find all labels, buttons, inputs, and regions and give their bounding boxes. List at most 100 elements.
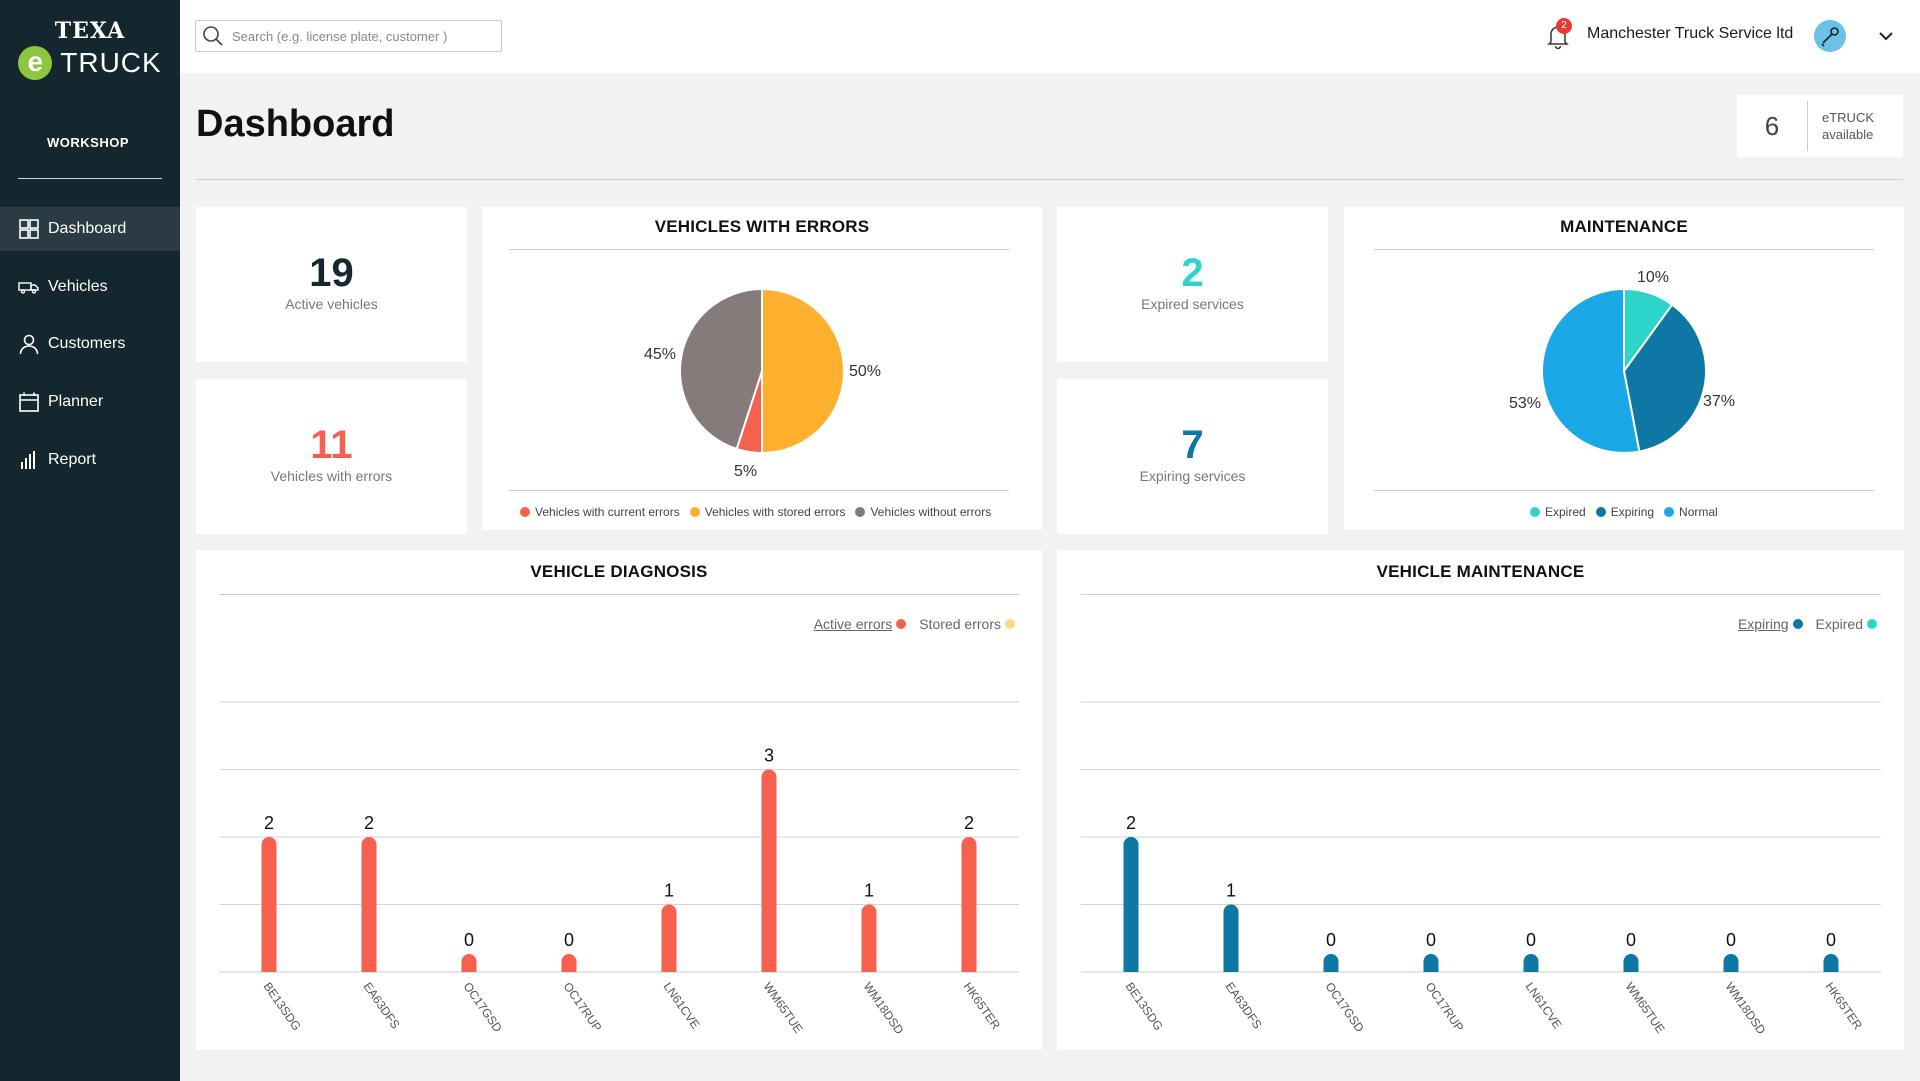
search-box[interactable] (195, 20, 502, 52)
sidebar-item-vehicles[interactable]: Vehicles (0, 265, 180, 309)
bar-value-label: 0 (1426, 930, 1436, 950)
legend-dot (1792, 619, 1803, 629)
sidebar-item-label: Vehicles (48, 278, 108, 295)
bar-value-label: 1 (1226, 881, 1236, 901)
legend-item-expired[interactable]: Expired (1815, 616, 1863, 632)
legend-dot (1867, 619, 1877, 629)
bar-value-label: 0 (1726, 930, 1736, 950)
kpi-value: 11 (310, 423, 353, 467)
card-title: VEHICLE DIAGNOSIS (530, 562, 708, 581)
x-tick-label: BE13SDG (261, 980, 304, 1033)
sidebar-item-dashboard[interactable]: Dashboard (0, 207, 180, 251)
bar-HK65TER[interactable] (961, 837, 977, 972)
legend-dot (1664, 507, 1675, 517)
bar-value-label: 2 (264, 813, 274, 833)
avatar[interactable] (1814, 20, 1846, 52)
legend-dot (1530, 507, 1540, 517)
card-divider (509, 490, 1009, 491)
legend-dot (689, 507, 700, 517)
company-name[interactable]: Manchester Truck Service ltd (1587, 25, 1794, 42)
bar-WM18DSD[interactable] (861, 904, 877, 973)
bar-WM65TUE[interactable] (1623, 954, 1639, 972)
bar-value-label: 0 (1526, 930, 1536, 950)
kpi-label: Expired services (1141, 296, 1244, 312)
bar-value-label: 3 (764, 746, 774, 766)
legend-item-active-errors[interactable]: Active errors (813, 616, 893, 632)
sidebar-item-report[interactable]: Report (0, 438, 180, 482)
bar-WM65TUE[interactable] (761, 769, 777, 973)
kpi-card-active-vehicles[interactable]: 19 Active vehicles (196, 207, 467, 362)
kpi-card-expiring-services[interactable]: 7 Expiring services (1057, 379, 1328, 534)
card-divider (1374, 249, 1874, 250)
etruck-label: eTRUCK available (1808, 109, 1874, 143)
grid-icon (19, 219, 39, 239)
etruck-label-line: eTRUCK (1822, 110, 1875, 125)
bar-OC17RUP[interactable] (1423, 954, 1439, 972)
legend-item-expiring[interactable]: Expiring (1737, 616, 1789, 632)
bar-LN61CVE[interactable] (661, 904, 677, 973)
pie-slice-normal[interactable] (1541, 287, 1641, 454)
bar-OC17GSD[interactable] (1323, 954, 1339, 972)
slice-label-expiring: 37% (1703, 393, 1736, 410)
card-divider (1081, 594, 1881, 595)
maintenance-card: MAINTENANCE 10% 37% 53% Expired Expiring… (1344, 207, 1904, 530)
pie-slice-vehicles-without-errors[interactable] (679, 287, 763, 451)
x-tick-label: WM65TUE (761, 980, 806, 1036)
legend-item: Normal (1679, 505, 1718, 519)
pie-slice-expiring[interactable] (1622, 303, 1707, 453)
calendar-icon (19, 392, 39, 412)
wrench-icon (1821, 27, 1839, 47)
pie-slice-vehicles-with-stored-errors[interactable] (761, 287, 845, 455)
search-input[interactable] (232, 28, 482, 44)
x-tick-label: EA63DFS (1223, 980, 1265, 1032)
x-tick-label: OC17GSD (1323, 980, 1368, 1035)
legend-item-stored-errors[interactable]: Stored errors (919, 616, 1001, 632)
sidebar-item-customers[interactable]: Customers (0, 322, 180, 366)
card-title: VEHICLES WITH ERRORS (654, 217, 870, 236)
legend-dot (855, 507, 866, 517)
kpi-card-vehicles-with-errors[interactable]: 11 Vehicles with errors (196, 379, 467, 534)
bar-HK65TER[interactable] (1823, 954, 1839, 972)
bar-legend: Active errors Stored errors (814, 616, 1020, 632)
sidebar-item-planner[interactable]: Planner (0, 380, 180, 424)
legend-item: Expiring (1610, 505, 1655, 519)
bar-value-label: 0 (564, 930, 574, 950)
bar-value-label: 2 (364, 813, 374, 833)
bar-value-label: 0 (1626, 930, 1636, 950)
kpi-label: Vehicles with errors (270, 468, 393, 484)
card-divider (509, 249, 1009, 250)
kpi-value: 19 (309, 251, 354, 295)
legend-item: Vehicles without errors (870, 505, 992, 519)
bar-OC17GSD[interactable] (461, 954, 477, 972)
bar-value-label: 1 (664, 881, 674, 901)
vehicle-diagnosis-card: VEHICLE DIAGNOSIS Active errors Stored e… (196, 550, 1042, 1050)
slice-label-expired: 10% (1637, 269, 1670, 286)
bar-BE13SDG[interactable] (261, 837, 277, 972)
bar-legend: Expiring Expired (1738, 616, 1882, 632)
vehicle-diagnosis-bar-chart: 2 BE13SDG 2 EA63DFS 0 OC17GSD 0 OC17RUP 1 LN61CVE… (219, 701, 1019, 1037)
section-label: WORKSHOP (47, 135, 129, 150)
x-tick-label: OC17GSD (461, 980, 506, 1035)
legend-item: Expired (1545, 505, 1586, 519)
bar-OC17RUP[interactable] (561, 954, 577, 972)
divider (1807, 101, 1808, 151)
card-divider (219, 594, 1019, 595)
legend-dot (1595, 507, 1606, 517)
x-tick-label: OC17RUP (1423, 980, 1467, 1034)
bar-EA63DFS[interactable] (1223, 904, 1239, 973)
x-tick-label: HK65TER (1823, 980, 1866, 1033)
sidebar-divider (18, 178, 162, 179)
kpi-card-expired-services[interactable]: 2 Expired services (1057, 207, 1328, 362)
slice-label-without-errors: 45% (644, 346, 677, 363)
bar-BE13SDG[interactable] (1123, 837, 1139, 972)
vehicle-maintenance-card: VEHICLE MAINTENANCE Expiring Expired 2 BE… (1057, 550, 1904, 1050)
etruck-count: 6 (1764, 110, 1780, 141)
bar-EA63DFS[interactable] (361, 837, 377, 972)
bar-LN61CVE[interactable] (1523, 954, 1539, 972)
legend-dot (896, 619, 907, 629)
bar-value-label: 2 (964, 813, 974, 833)
chevron-down-icon[interactable] (1878, 28, 1894, 44)
bar-value-label: 0 (464, 930, 474, 950)
bar-value-label: 2 (1126, 813, 1136, 833)
bar-WM18DSD[interactable] (1723, 954, 1739, 972)
